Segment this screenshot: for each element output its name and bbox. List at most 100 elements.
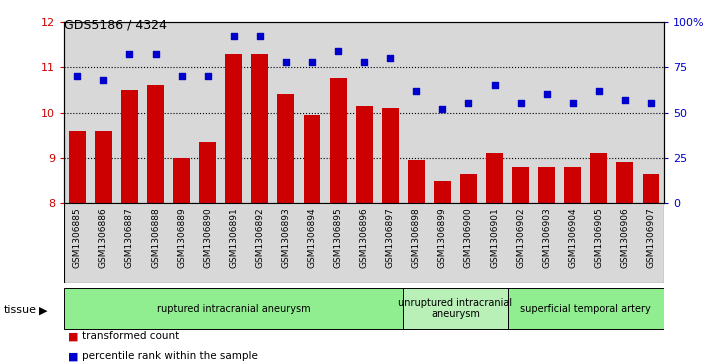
- Point: [228, 33, 239, 39]
- Bar: [585, 203, 612, 283]
- Bar: [356, 106, 373, 203]
- Bar: [585, 22, 612, 203]
- Bar: [226, 54, 242, 203]
- Bar: [590, 154, 608, 203]
- Text: ▶: ▶: [39, 305, 48, 315]
- Text: ■: ■: [68, 331, 79, 341]
- Bar: [538, 167, 555, 203]
- Point: [463, 101, 474, 106]
- Bar: [434, 180, 451, 203]
- Point: [541, 91, 553, 97]
- Bar: [486, 154, 503, 203]
- Bar: [91, 22, 116, 203]
- Point: [306, 59, 318, 65]
- Text: GSM1306904: GSM1306904: [568, 207, 577, 268]
- Bar: [351, 203, 377, 283]
- Text: percentile rank within the sample: percentile rank within the sample: [82, 351, 258, 361]
- Bar: [91, 203, 116, 283]
- Text: GSM1306897: GSM1306897: [386, 207, 395, 268]
- Point: [489, 82, 501, 88]
- Bar: [121, 90, 138, 203]
- Bar: [377, 203, 403, 283]
- Text: GSM1306890: GSM1306890: [203, 207, 212, 268]
- Bar: [408, 160, 425, 203]
- Point: [645, 101, 657, 106]
- Bar: [299, 22, 325, 203]
- Point: [515, 101, 526, 106]
- Text: GSM1306885: GSM1306885: [73, 207, 82, 268]
- Bar: [95, 131, 112, 203]
- Text: GDS5186 / 4324: GDS5186 / 4324: [64, 18, 167, 31]
- Point: [202, 73, 213, 79]
- Point: [619, 97, 630, 103]
- Point: [280, 59, 291, 65]
- Bar: [403, 22, 429, 203]
- Bar: [64, 22, 91, 203]
- Point: [71, 73, 83, 79]
- Bar: [247, 203, 273, 283]
- Bar: [403, 287, 508, 330]
- Bar: [195, 203, 221, 283]
- Bar: [247, 22, 273, 203]
- Text: GSM1306886: GSM1306886: [99, 207, 108, 268]
- Bar: [508, 22, 533, 203]
- Text: GSM1306896: GSM1306896: [360, 207, 368, 268]
- Bar: [273, 203, 299, 283]
- Bar: [278, 94, 294, 203]
- Point: [411, 88, 422, 94]
- Bar: [512, 167, 529, 203]
- Bar: [199, 142, 216, 203]
- Text: GSM1306905: GSM1306905: [594, 207, 603, 268]
- Text: GSM1306906: GSM1306906: [620, 207, 630, 268]
- Bar: [612, 22, 638, 203]
- Text: GSM1306898: GSM1306898: [412, 207, 421, 268]
- Bar: [560, 22, 585, 203]
- Point: [437, 106, 448, 112]
- Text: GSM1306899: GSM1306899: [438, 207, 447, 268]
- Bar: [221, 203, 247, 283]
- Bar: [481, 22, 508, 203]
- Text: ■: ■: [68, 351, 79, 361]
- Bar: [116, 203, 143, 283]
- Point: [567, 101, 578, 106]
- Point: [358, 59, 370, 65]
- Text: GSM1306900: GSM1306900: [464, 207, 473, 268]
- Bar: [533, 22, 560, 203]
- Bar: [69, 131, 86, 203]
- Point: [385, 55, 396, 61]
- Text: GSM1306891: GSM1306891: [229, 207, 238, 268]
- Bar: [508, 203, 533, 283]
- Text: GSM1306893: GSM1306893: [281, 207, 291, 268]
- Bar: [429, 203, 456, 283]
- Text: GSM1306889: GSM1306889: [177, 207, 186, 268]
- Text: GSM1306894: GSM1306894: [308, 207, 316, 268]
- Bar: [481, 203, 508, 283]
- Bar: [638, 203, 664, 283]
- Bar: [173, 158, 190, 203]
- Text: GSM1306887: GSM1306887: [125, 207, 134, 268]
- Bar: [169, 22, 195, 203]
- Text: unruptured intracranial
aneurysm: unruptured intracranial aneurysm: [398, 298, 513, 319]
- Bar: [612, 203, 638, 283]
- Text: superficial temporal artery: superficial temporal artery: [521, 303, 651, 314]
- Point: [176, 73, 187, 79]
- Bar: [299, 203, 325, 283]
- Text: tissue: tissue: [4, 305, 36, 315]
- Bar: [429, 22, 456, 203]
- Bar: [143, 203, 169, 283]
- Bar: [564, 167, 581, 203]
- Bar: [456, 203, 481, 283]
- Point: [593, 88, 605, 94]
- Bar: [638, 22, 664, 203]
- Bar: [64, 287, 403, 330]
- Text: GSM1306895: GSM1306895: [333, 207, 343, 268]
- Bar: [330, 78, 346, 203]
- Bar: [377, 22, 403, 203]
- Bar: [616, 163, 633, 203]
- Bar: [273, 22, 299, 203]
- Bar: [195, 22, 221, 203]
- Bar: [221, 22, 247, 203]
- Bar: [325, 22, 351, 203]
- Bar: [456, 22, 481, 203]
- Bar: [64, 203, 91, 283]
